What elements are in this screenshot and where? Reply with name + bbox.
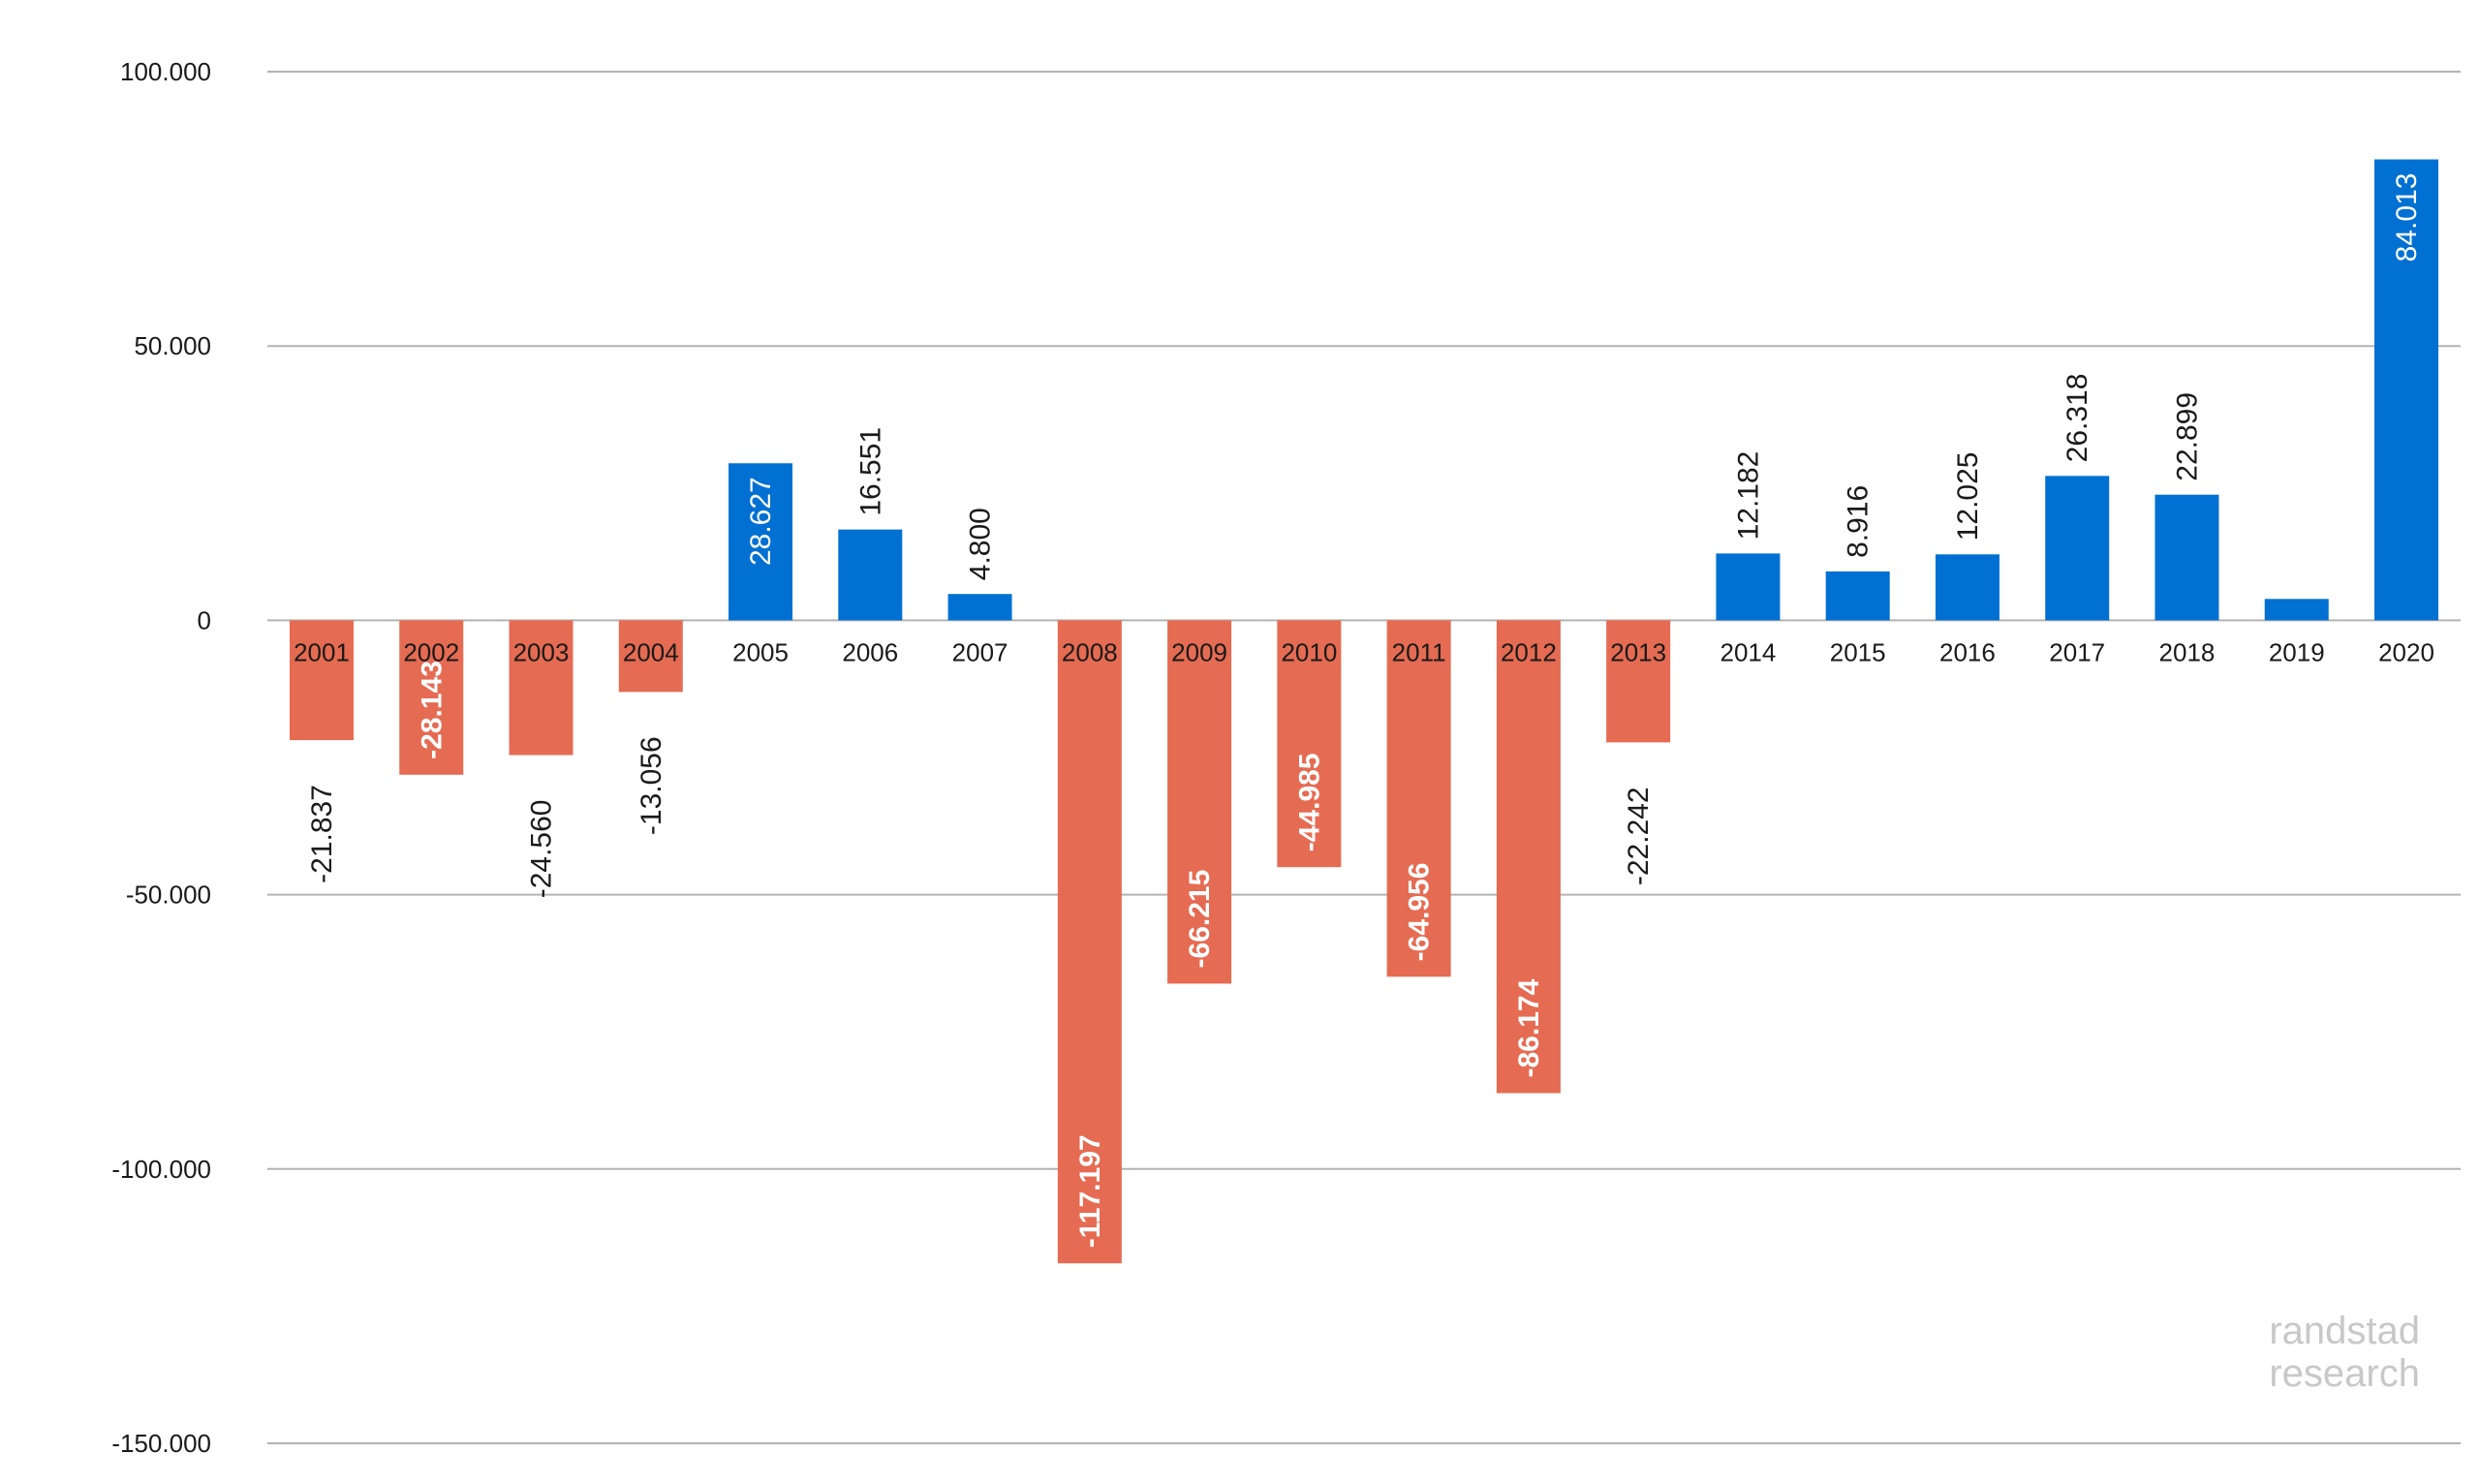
data-label: 28.627 xyxy=(745,477,777,566)
y-axis: 100.000 50.000 0 -50.000 -100.000 -150.000 xyxy=(111,57,211,1458)
x-category-label: 2019 xyxy=(2269,637,2325,666)
x-category-label: 2013 xyxy=(1610,637,1666,666)
bar-2008 xyxy=(1057,620,1122,1264)
data-label: -66.215 xyxy=(1184,870,1216,969)
x-category-label: 2009 xyxy=(1171,637,1227,666)
x-category-label: 2016 xyxy=(1939,637,1996,666)
data-label: -24.560 xyxy=(526,800,558,899)
watermark-line-2: research xyxy=(2269,1352,2420,1395)
data-label: 26.318 xyxy=(2062,374,2093,463)
x-category-label: 2001 xyxy=(294,637,350,666)
bar-2007 xyxy=(947,594,1012,621)
bar-2009 xyxy=(1167,620,1232,984)
data-label: -86.174 xyxy=(1513,978,1545,1077)
x-category-label: 2007 xyxy=(952,637,1008,666)
bar-2001 xyxy=(290,620,354,741)
data-label: 12.025 xyxy=(1952,452,1984,541)
bar-2019 xyxy=(2264,599,2329,621)
x-category-label: 2008 xyxy=(1062,637,1118,666)
watermark-logo: randstad research xyxy=(2269,1310,2420,1395)
x-category-label: 2002 xyxy=(403,637,459,666)
data-label: -28.143 xyxy=(416,661,448,759)
bar-2005 xyxy=(728,463,793,621)
bar-2020 xyxy=(2374,159,2438,621)
bar-2017 xyxy=(2045,476,2110,621)
bar-2010 xyxy=(1277,620,1342,868)
data-label: -44.985 xyxy=(1293,753,1325,851)
data-label: -64.956 xyxy=(1404,863,1436,962)
x-category-label: 2014 xyxy=(1720,637,1776,666)
bar-2018 xyxy=(2154,494,2219,621)
data-labels: -21.837 -28.143 -24.560 -13.056 28.627 16.551… xyxy=(306,173,2423,1249)
x-axis-categories: 2001 2002 2003 2004 2005 2006 2007 2008 2009 2010… xyxy=(294,637,2434,666)
gridlines xyxy=(267,71,2461,1444)
x-category-label: 2018 xyxy=(2159,637,2216,666)
y-tick-label: 100.000 xyxy=(120,57,211,86)
y-tick-label: 50.000 xyxy=(134,331,211,360)
data-label: -22.242 xyxy=(1623,787,1655,885)
data-label: 16.551 xyxy=(854,427,886,516)
data-label: 84.013 xyxy=(2391,173,2423,263)
x-category-label: 2005 xyxy=(732,637,789,666)
x-category-label: 2012 xyxy=(1501,637,1557,666)
bar-2004 xyxy=(618,620,683,693)
data-label: 12.182 xyxy=(1732,451,1764,541)
x-category-label: 2003 xyxy=(513,637,570,666)
bar-2015 xyxy=(1825,571,1890,621)
y-tick-label: -50.000 xyxy=(126,881,211,910)
x-category-label: 2004 xyxy=(623,637,679,666)
data-label: -13.056 xyxy=(636,736,667,835)
bar-2014 xyxy=(1716,553,1781,621)
data-label: 22.899 xyxy=(2171,392,2203,481)
bar-2011 xyxy=(1386,620,1451,977)
bar-2013 xyxy=(1606,620,1671,743)
x-category-label: 2017 xyxy=(2049,637,2105,666)
bar-2006 xyxy=(838,529,903,621)
y-tick-label: 0 xyxy=(198,605,211,634)
x-category-label: 2015 xyxy=(1830,637,1886,666)
bar-2012 xyxy=(1496,620,1561,1094)
bar-2002 xyxy=(399,620,464,775)
x-category-label: 2006 xyxy=(842,637,898,666)
data-label: 4.800 xyxy=(965,508,997,580)
data-label: -21.837 xyxy=(306,785,338,883)
watermark-line-1: randstad xyxy=(2269,1310,2420,1352)
data-label: 8.916 xyxy=(1843,485,1875,558)
x-category-label: 2020 xyxy=(2378,637,2434,666)
bar-2003 xyxy=(509,620,574,756)
y-tick-label: -150.000 xyxy=(111,1429,211,1458)
bars xyxy=(290,159,2438,1264)
x-category-label: 2010 xyxy=(1281,637,1337,666)
bar-2016 xyxy=(1935,554,2000,621)
data-label: -117.197 xyxy=(1074,1134,1106,1248)
x-category-label: 2011 xyxy=(1392,637,1446,666)
y-tick-label: -100.000 xyxy=(111,1155,211,1184)
